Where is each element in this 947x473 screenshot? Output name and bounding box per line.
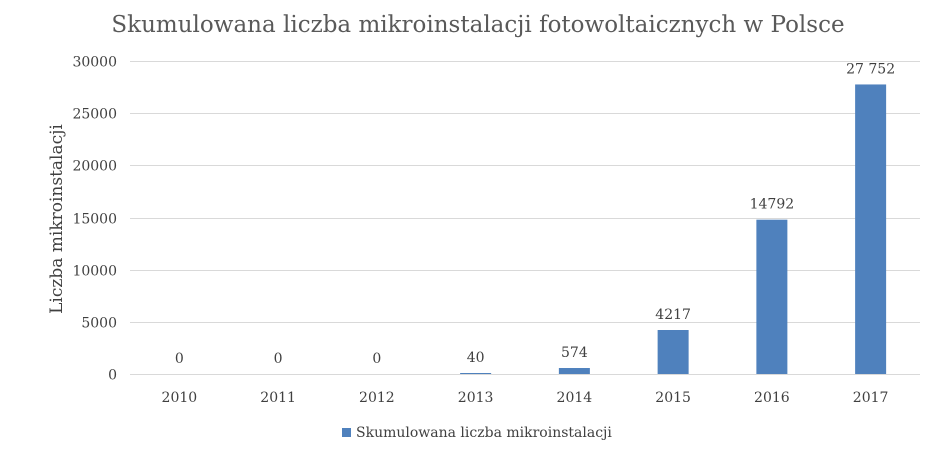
- y-axis-label: Liczba mikroinstalacji: [47, 124, 67, 314]
- data-label-2012: 0: [372, 351, 381, 367]
- x-tick-label-2010: 2010: [162, 390, 198, 406]
- data-label-2014: 574: [561, 345, 588, 361]
- y-tick-label: 5000: [81, 316, 117, 332]
- x-tick-label-2016: 2016: [754, 390, 790, 406]
- y-tick-label: 30000: [72, 55, 117, 71]
- bar-2013: [460, 373, 492, 374]
- bar-2016: [756, 219, 788, 374]
- y-tick-label: 25000: [72, 107, 117, 123]
- data-label-2015: 4217: [655, 307, 691, 323]
- gridlines: [130, 61, 920, 323]
- x-tick-label-2013: 2013: [458, 390, 494, 406]
- data-label-2011: 0: [274, 351, 283, 367]
- data-label-2010: 0: [175, 351, 184, 367]
- y-tick-label: 20000: [72, 159, 117, 175]
- legend-label: Skumulowana liczba mikroinstalacji: [356, 425, 612, 441]
- x-axis-ticks: 2010 2011 2012 2013 2014 2015 2016 2017: [162, 390, 889, 406]
- x-tick-label-2017: 2017: [853, 390, 889, 406]
- data-labels: 0 0 0 40 574 4217 14792 27 752: [175, 61, 895, 367]
- data-label-2017: 27 752: [846, 61, 895, 77]
- bar-2014: [558, 368, 590, 374]
- y-tick-label: 0: [108, 368, 117, 384]
- bar-2015: [657, 330, 689, 374]
- data-label-2013: 40: [467, 350, 485, 366]
- data-label-2016: 14792: [750, 197, 795, 213]
- chart-title: Skumulowana liczba mikroinstalacji fotow…: [111, 12, 844, 38]
- x-tick-label-2012: 2012: [359, 390, 395, 406]
- x-tick-label-2014: 2014: [557, 390, 593, 406]
- x-tick-label-2015: 2015: [655, 390, 691, 406]
- y-tick-label: 10000: [72, 264, 117, 280]
- legend: Skumulowana liczba mikroinstalacji: [342, 425, 612, 441]
- legend-swatch: [342, 428, 351, 437]
- y-axis-ticks: 0 5000 10000 15000 20000 25000 30000: [72, 55, 117, 384]
- x-tick-label-2011: 2011: [260, 390, 296, 406]
- bars: [460, 84, 887, 374]
- bar-2017: [855, 84, 887, 374]
- y-tick-label: 15000: [72, 212, 117, 228]
